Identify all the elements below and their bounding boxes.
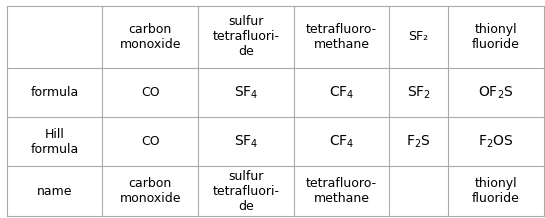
Text: formula: formula [31,86,79,99]
Text: $\mathrm{SF_4}$: $\mathrm{SF_4}$ [234,85,258,101]
Text: $\mathrm{CF_4}$: $\mathrm{CF_4}$ [329,85,354,101]
Text: $\mathrm{OF_2S}$: $\mathrm{OF_2S}$ [478,85,513,101]
Text: name: name [37,184,72,198]
Text: $\mathrm{SF_2}$: $\mathrm{SF_2}$ [407,85,431,101]
Text: sulfur
tetrafluori-
de: sulfur tetrafluori- de [213,15,280,58]
Text: tetrafluoro-
methane: tetrafluoro- methane [306,23,377,51]
Text: Hill
formula: Hill formula [31,128,79,156]
Text: CO: CO [141,135,160,148]
Text: thionyl
fluoride: thionyl fluoride [472,177,520,205]
Text: $\mathrm{F_2S}$: $\mathrm{F_2S}$ [407,134,431,150]
Text: $\mathrm{F_2OS}$: $\mathrm{F_2OS}$ [478,134,513,150]
Text: sulfur
tetrafluori-
de: sulfur tetrafluori- de [213,170,280,213]
Text: thionyl
fluoride: thionyl fluoride [472,23,520,51]
Text: carbon
monoxide: carbon monoxide [119,23,181,51]
Text: tetrafluoro-
methane: tetrafluoro- methane [306,177,377,205]
Text: carbon
monoxide: carbon monoxide [119,177,181,205]
Text: CO: CO [141,86,160,99]
Text: SF₂: SF₂ [409,31,429,43]
Text: $\mathrm{CF_4}$: $\mathrm{CF_4}$ [329,134,354,150]
Text: $\mathrm{SF_4}$: $\mathrm{SF_4}$ [234,134,258,150]
